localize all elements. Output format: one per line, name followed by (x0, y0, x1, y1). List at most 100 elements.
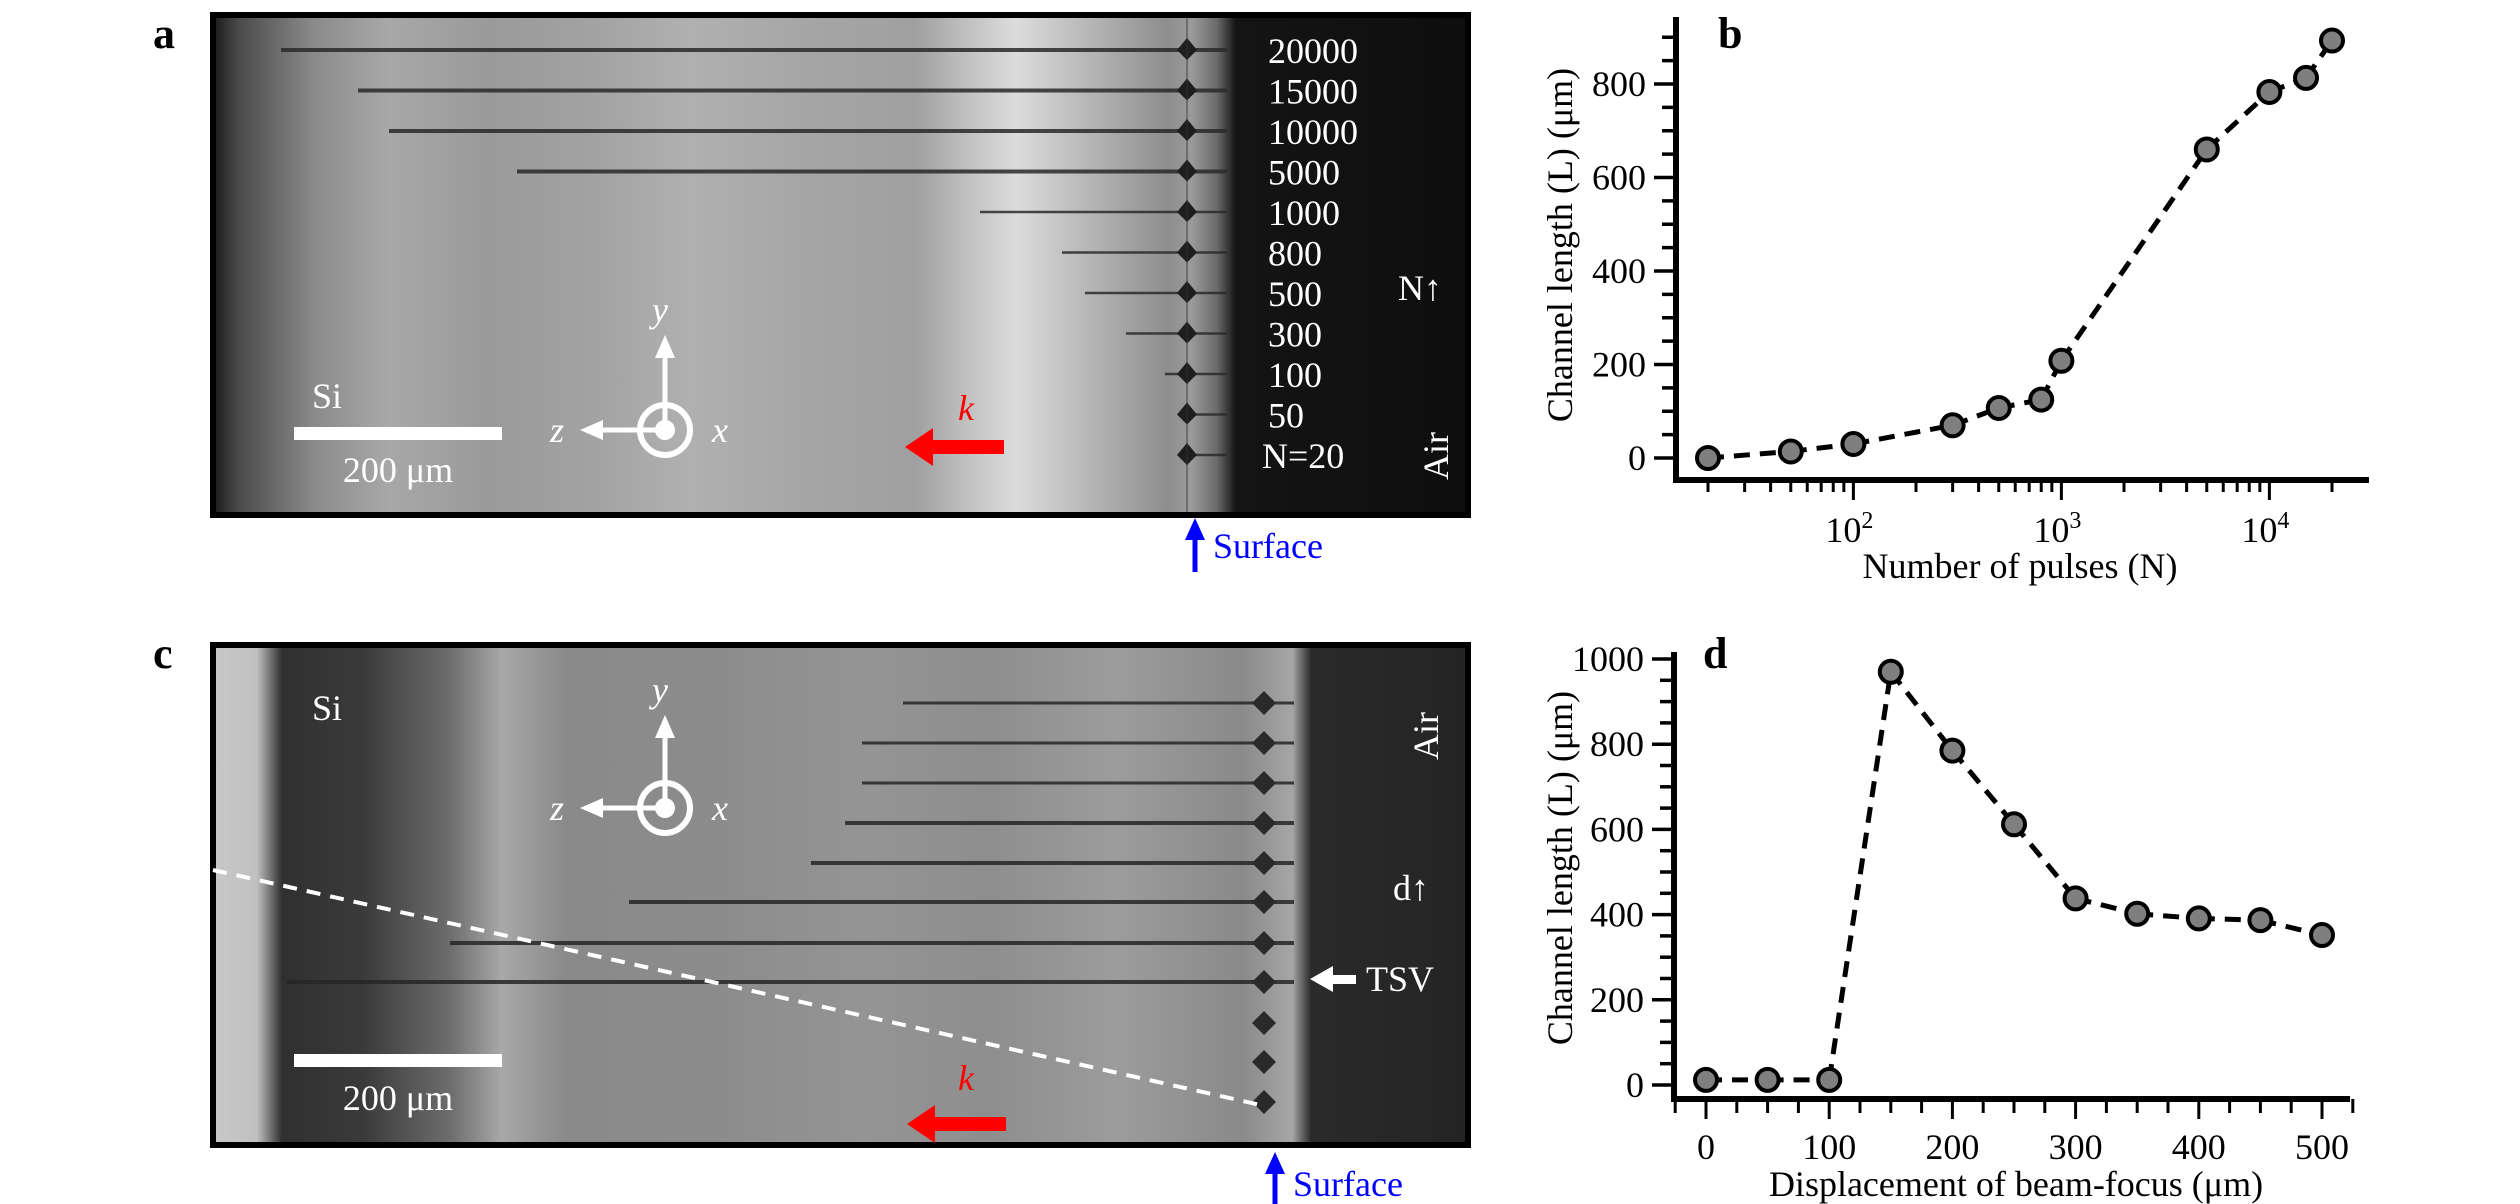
series-segment (1950, 748, 2016, 826)
entry-crater (1252, 731, 1276, 755)
data-point (2256, 78, 2283, 105)
scale-bar-a (294, 427, 502, 440)
k-vector-c: k (907, 1058, 1006, 1143)
entry-crater (1252, 931, 1276, 955)
pulse-count-label: 10000 (1268, 112, 1358, 152)
chart-b-points (1695, 27, 2345, 471)
x-tick-label: 200 (1925, 1127, 1979, 1167)
data-point (2028, 386, 2055, 413)
chart-b-axes: 0 200 400 600 800 102 103 104 (1592, 17, 2369, 550)
k-label-a: k (958, 388, 975, 428)
axis-label-x-a: x (711, 410, 728, 450)
air-label-c: Air (1406, 712, 1446, 760)
y-tick-label: 400 (1592, 251, 1646, 291)
y-tick-label: 800 (1590, 724, 1644, 764)
y-tick-label: 1000 (1572, 639, 1644, 679)
y-axis-arrow-icon (655, 715, 675, 738)
pulse-count-label: 100 (1268, 355, 1322, 395)
series-segment (1888, 670, 1955, 753)
data-point (1939, 737, 1966, 764)
chart-b-y-axis-title: Channel length (L) (μm) (1540, 68, 1580, 422)
data-point (2001, 811, 2027, 838)
entry-crater (1252, 691, 1276, 715)
axis-label-z-c: z (549, 788, 564, 828)
y-tick-label: 200 (1592, 345, 1646, 385)
coordinate-axes-a: y z x (549, 290, 728, 458)
axis-label-y-a: y (649, 290, 668, 330)
pulse-count-labels: 2000015000100005000100080050030010050N=2… (1262, 31, 1358, 476)
data-point (1939, 412, 1966, 439)
x-tick-label: 104 (2241, 508, 2289, 550)
y-tick-label: 200 (1590, 980, 1644, 1020)
direction-label-d: d↑ (1393, 868, 1429, 908)
k-vector-a: k (905, 388, 1004, 466)
data-point (2193, 136, 2220, 163)
series-segment (1852, 422, 1954, 447)
data-point (1816, 1066, 1843, 1093)
pulse-count-label: 300 (1268, 315, 1322, 355)
entry-crater (1177, 362, 1197, 384)
x-tick-label: 400 (2172, 1127, 2226, 1167)
scale-bar-label-c: 200 μm (343, 1078, 453, 1118)
entry-crater (1177, 78, 1197, 101)
z-axis-arrow-icon (580, 420, 603, 440)
pulse-count-label: 800 (1268, 234, 1322, 274)
axis-label-z-a: z (549, 410, 564, 450)
x-axis-out-of-plane-icon (637, 402, 693, 458)
entry-crater (1177, 443, 1197, 465)
entry-crater (1177, 281, 1197, 303)
x-tick-label: 100 (1802, 1127, 1856, 1167)
data-point (1695, 445, 1721, 471)
chart-b-series-line (1707, 39, 2335, 461)
surface-label-a: Surface (1213, 526, 1323, 566)
x-tick-label: 300 (2049, 1127, 2103, 1167)
surface-marker-a: Surface (1185, 518, 1323, 572)
channel-tracks-a (281, 38, 1227, 465)
scale-bar-label-a: 200 μm (343, 450, 453, 490)
pulse-count-label: 500 (1268, 274, 1322, 314)
axis-label-y-c: y (649, 670, 668, 710)
data-point (1693, 1066, 1719, 1093)
entry-crater (1177, 240, 1197, 263)
scale-bar-c (294, 1054, 502, 1067)
chart-d-x-axis-title: Displacement of beam-focus (μm) (1769, 1164, 2263, 1204)
data-point (2309, 922, 2335, 949)
entry-crater (1252, 1011, 1276, 1035)
entry-crater (1252, 851, 1276, 875)
series-segment (1826, 671, 1894, 1081)
panel-a-micrograph: a 2000015000100005000100080050030010050N… (153, 9, 1471, 572)
pulse-count-label: 15000 (1268, 72, 1358, 112)
k-label-c: k (958, 1058, 975, 1098)
axis-label-x-c: x (711, 788, 728, 828)
si-label-c: Si (312, 688, 342, 728)
x-tick-label: 102 (1825, 508, 1873, 550)
pulse-count-label: N=20 (1262, 436, 1344, 476)
y-tick-label: 400 (1590, 895, 1644, 935)
entry-crater (1177, 119, 1197, 141)
entry-crater (1177, 159, 1197, 182)
entry-crater (1177, 402, 1197, 425)
chart-d-axes: 0 200 400 600 800 1000 0 100 200 300 400 500 (1572, 639, 2355, 1167)
z-axis-arrow-icon (580, 798, 603, 818)
series-segment (1707, 448, 1791, 461)
entry-crater (1252, 890, 1276, 914)
entry-crater (1252, 771, 1276, 795)
chart-d-points (1693, 658, 2335, 1093)
chart-b: b 0 200 400 600 800 102 103 104 Number of pulse… (1540, 9, 2369, 586)
panel-letter-d: d (1703, 629, 1727, 678)
chart-d-y-axis-title: Channel length (L) (μm) (1540, 691, 1580, 1045)
series-segment (2205, 90, 2272, 152)
data-point (1840, 430, 1867, 457)
entry-crater (1177, 38, 1197, 60)
pulse-count-label: 20000 (1268, 31, 1358, 71)
coordinate-axes-c: y z x (549, 670, 728, 836)
entry-crater (1252, 1090, 1276, 1114)
pulse-count-label: 50 (1268, 396, 1304, 436)
panel-letter-c: c (153, 629, 173, 678)
surface-arrow-icon (1185, 518, 1205, 540)
series-segment (2059, 148, 2209, 363)
chart-b-x-axis-title: Number of pulses (N) (1863, 546, 2178, 586)
k-arrow-icon (905, 428, 933, 466)
entry-crater (1177, 321, 1197, 344)
x-axis-out-of-plane-icon (637, 780, 693, 836)
